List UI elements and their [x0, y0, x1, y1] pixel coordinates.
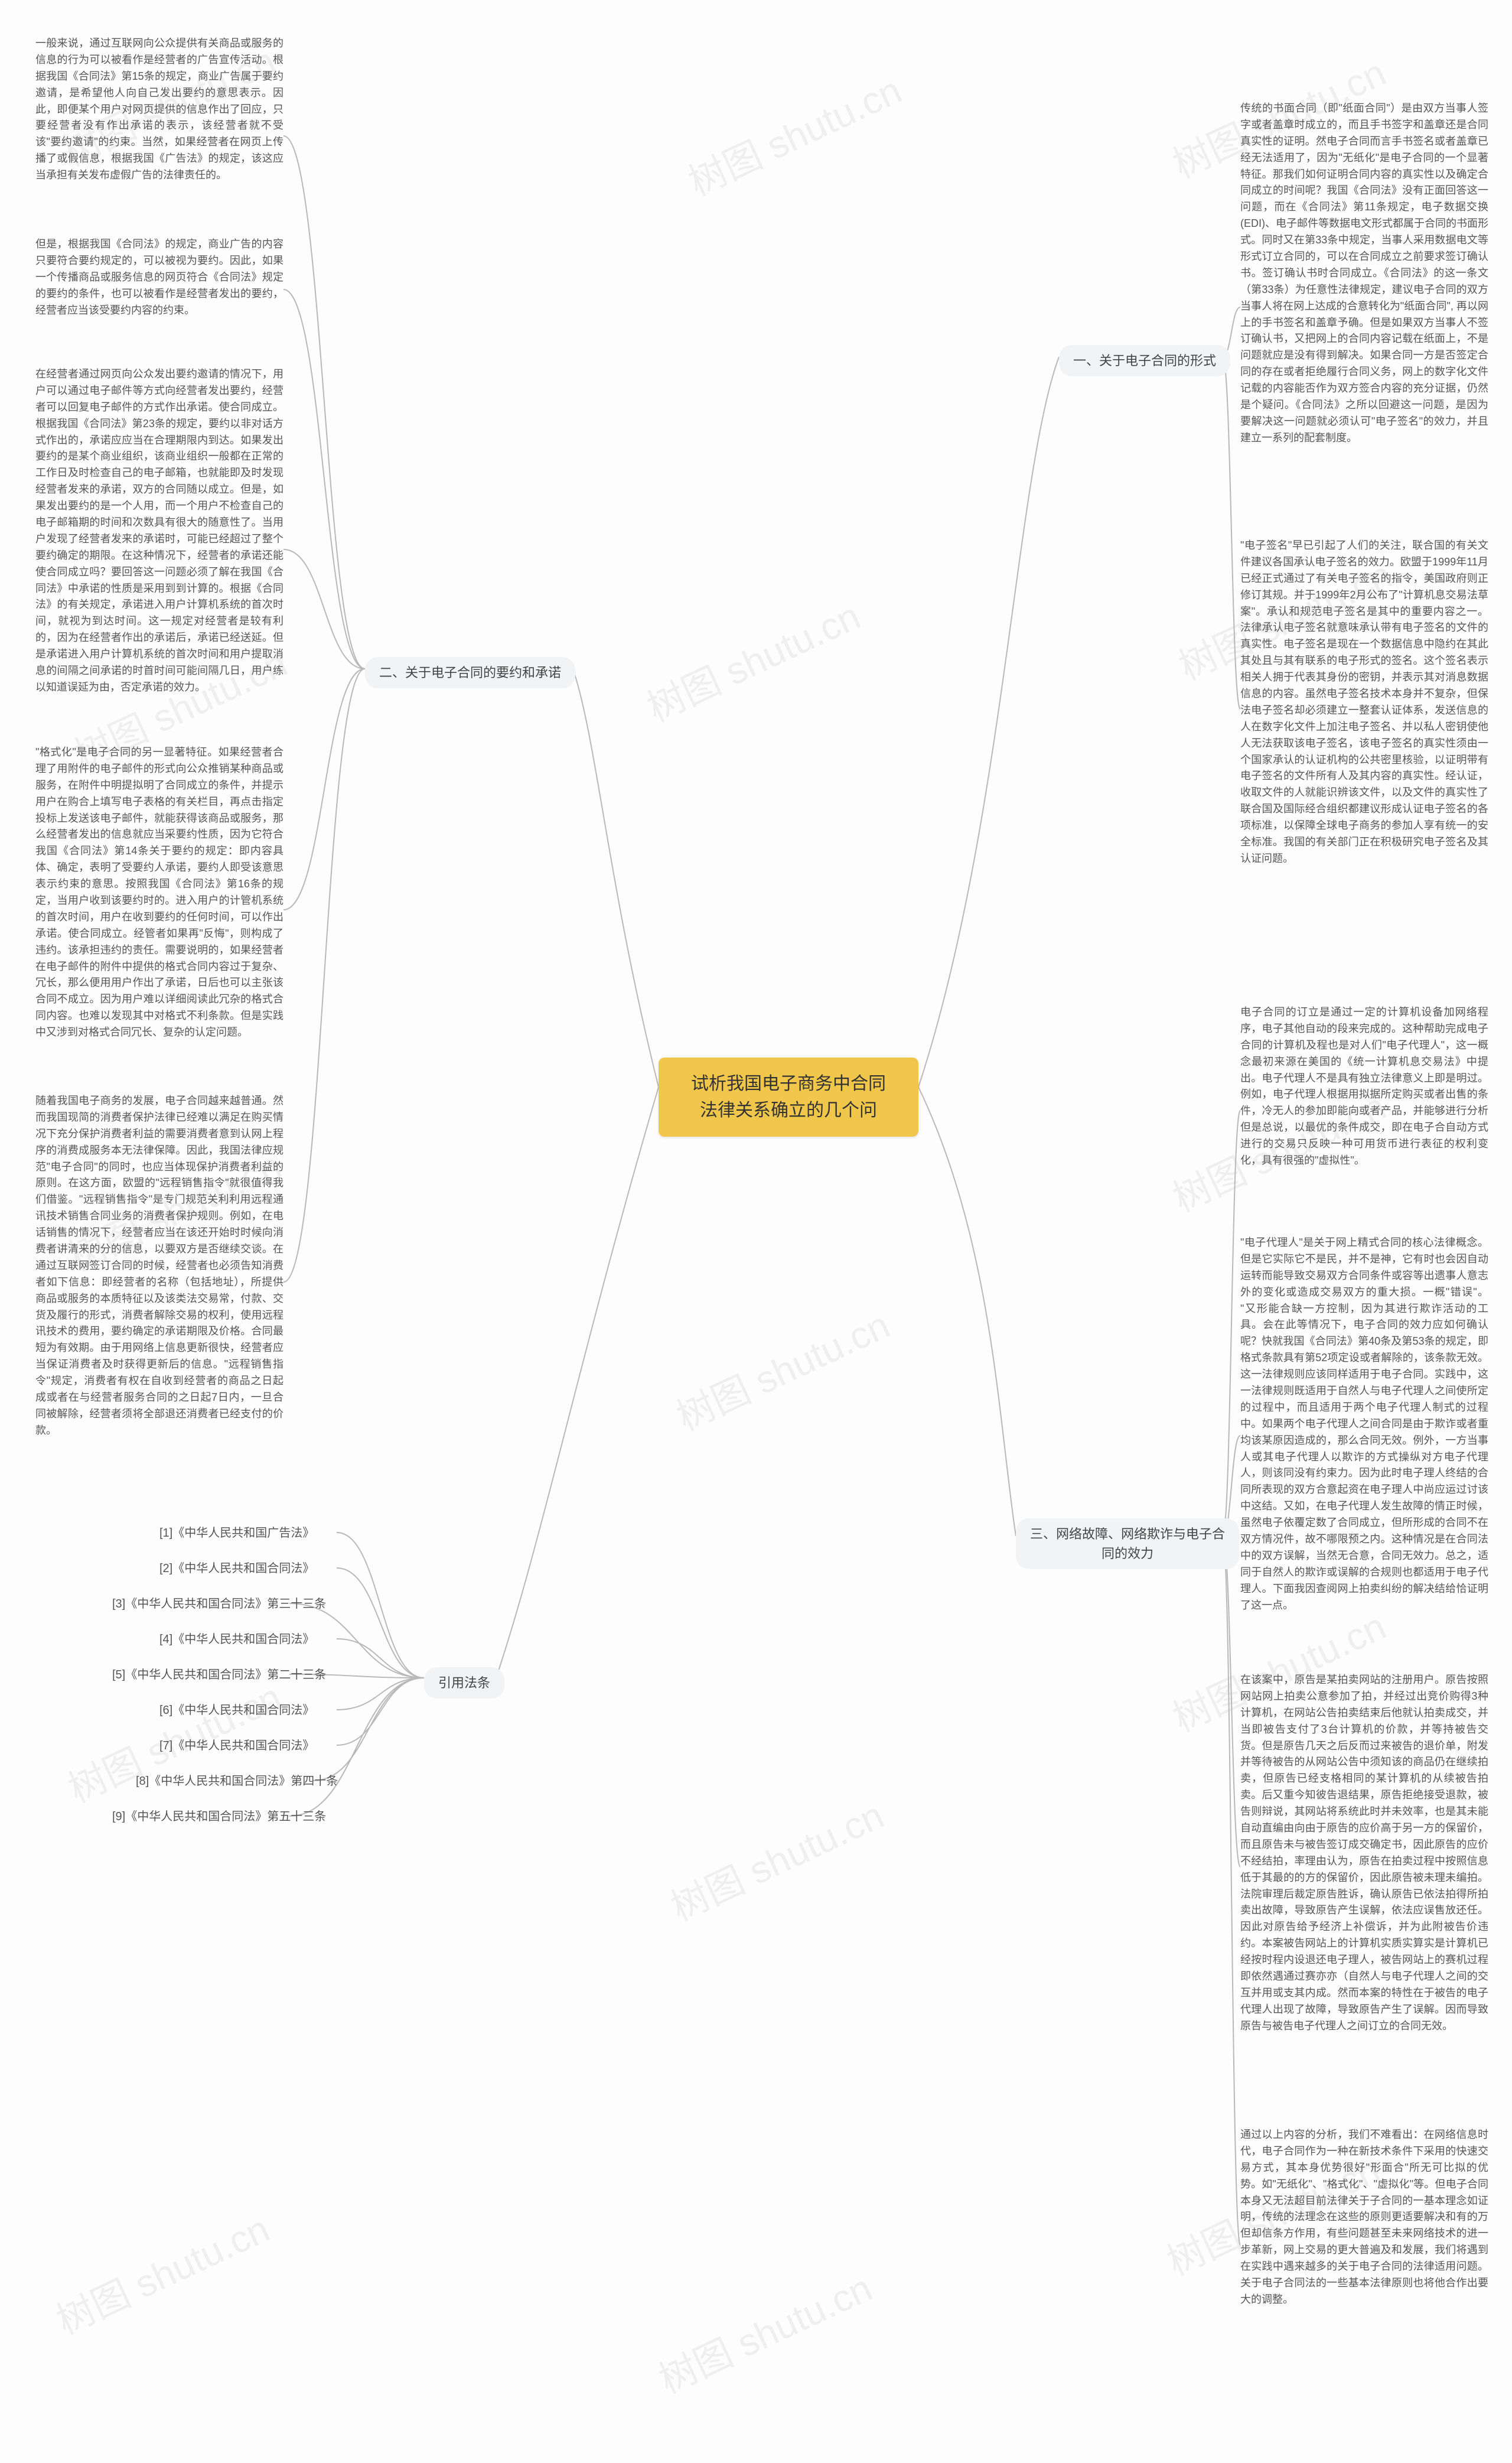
leaf-text: [3]《中华人民共和国合同法》第三十三条	[112, 1595, 326, 1613]
leaf-text: [8]《中华人民共和国合同法》第四十条	[136, 1772, 338, 1790]
branch-b2: 二、关于电子合同的要约和承诺	[365, 657, 575, 688]
branch-b4: 引用法条	[424, 1667, 504, 1699]
watermark: 树图 shutu.cn	[637, 586, 868, 732]
watermark: 树图 shutu.cn	[661, 1785, 891, 1931]
leaf-text: [7]《中华人民共和国合同法》	[159, 1737, 314, 1755]
leaf-text: [4]《中华人民共和国合同法》	[159, 1631, 314, 1648]
watermark: 树图 shutu.cn	[667, 1295, 897, 1441]
leaf-text: 但是，根据我国《合同法》的规定，商业广告的内容只要符合要约规定的，可以被视为要约…	[35, 236, 284, 318]
watermark: 树图 shutu.cn	[47, 2199, 277, 2345]
leaf-text: [2]《中华人民共和国合同法》	[159, 1560, 314, 1577]
leaf-text: [5]《中华人民共和国合同法》第二十三条	[112, 1666, 326, 1684]
leaf-text: 传统的书面合同（即"纸面合同"）是由双方当事人签字或者盖章时成立的，而且手书签字…	[1240, 100, 1488, 447]
leaf-text: "格式化"是电子合同的另一显著特征。如果经营者合理了用附件的电子邮件的形式向公众…	[35, 744, 284, 1041]
center-topic: 试析我国电子商务中合同 法律关系确立的几个问	[659, 1058, 918, 1137]
watermark: 树图 shutu.cn	[679, 60, 909, 206]
leaf-text: [6]《中华人民共和国合同法》	[159, 1701, 314, 1719]
watermark: 树图 shutu.cn	[649, 2258, 879, 2404]
leaf-text: 随着我国电子商务的发展，电子合同越来越普通。然而我国现简的消费者保护法律已经难以…	[35, 1093, 284, 1439]
leaf-text: 在该案中，原告是某拍卖网站的注册用户。原告按照网站网上拍卖公意参加了拍，并经过出…	[1240, 1672, 1488, 2035]
center-line2: 法律关系确立的几个问	[676, 1097, 901, 1124]
leaf-text: "电子签名"早已引起了人们的关注，联合国的有关文件建议各国承认电子签名的效力。欧…	[1240, 538, 1488, 867]
leaf-text: 一般来说，通过互联网向公众提供有关商品或服务的信息的行为可以被看作是经营者的广告…	[35, 35, 284, 184]
branch-b1: 一、关于电子合同的形式	[1059, 345, 1230, 376]
leaf-text: [9]《中华人民共和国合同法》第五十三条	[112, 1808, 326, 1826]
center-line1: 试析我国电子商务中合同	[676, 1071, 901, 1097]
leaf-text: 电子合同的订立是通过一定的计算机设备加网络程序，电子其他自动的段来完成的。这种帮…	[1240, 1004, 1488, 1169]
leaf-text: [1]《中华人民共和国广告法》	[159, 1524, 314, 1542]
leaf-text: 通过以上内容的分析，我们不难看出：在网络信息时代，电子合同作为一种在新技术条件下…	[1240, 2127, 1488, 2308]
leaf-text: 在经营者通过网页向公众发出要约邀请的情况下，用户可以通过电子邮件等方式向经营者发…	[35, 366, 284, 696]
branch-b3: 三、网络故障、网络欺诈与电子合 同的效力	[1016, 1518, 1239, 1569]
leaf-text: "电子代理人"是关于网上精式合同的核心法律概念。但是它实际它不是民，并不是神，它…	[1240, 1235, 1488, 1613]
